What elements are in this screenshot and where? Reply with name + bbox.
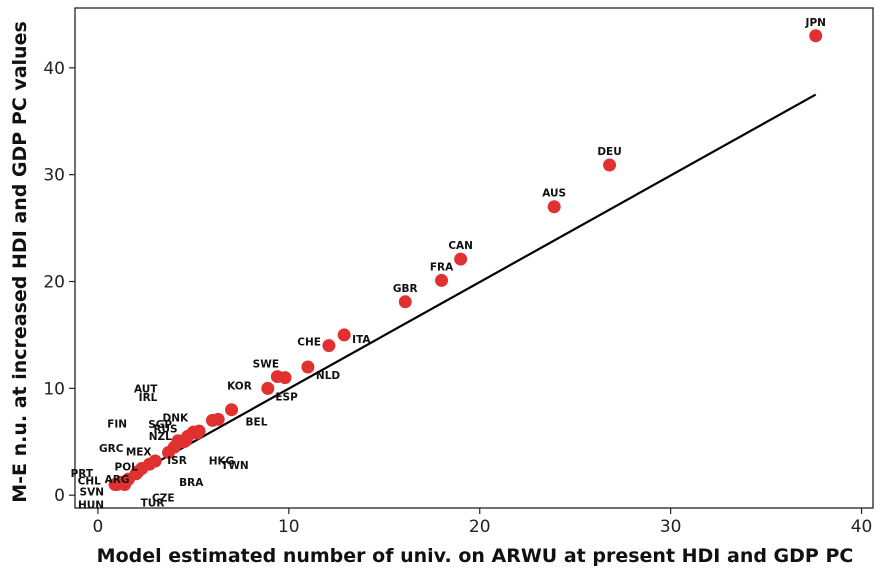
plot-frame: [74, 7, 874, 509]
point-label: JPN: [805, 17, 826, 29]
point-label: ESP: [275, 392, 298, 404]
point-label: RUS: [153, 423, 177, 435]
point-label: MEX: [126, 446, 152, 458]
regression-line: [114, 93, 817, 487]
data-point: [809, 29, 823, 43]
y-axis-title: M-E n.u. at increased HDI and GDP PC val…: [9, 21, 31, 503]
point-label: KOR: [227, 380, 252, 392]
point-label: PRT: [71, 468, 94, 480]
point-label: AUT: [134, 383, 158, 395]
data-point: [398, 295, 412, 309]
point-label: TUR: [141, 497, 165, 509]
y-axis-ticks: 0 10 20 30 40: [43, 59, 75, 506]
point-label: SVN: [80, 486, 104, 498]
point-label: CZE: [152, 493, 175, 505]
data-point: [225, 403, 239, 417]
data-point: [205, 413, 219, 427]
point-label: POL: [115, 461, 139, 473]
point-label: TWN: [221, 460, 249, 472]
point-label: BRA: [179, 477, 204, 489]
y-tick-label: 10: [43, 379, 65, 399]
point-labels: JPN DEU AUS CAN FRA GBR ITA CHE NLD SWE ESP KOR BEL D…: [71, 17, 826, 512]
x-tick-label: 20: [469, 517, 491, 537]
data-point: [301, 360, 315, 374]
x-axis-ticks: 0 10 20 30 40: [92, 508, 872, 537]
data-points: [108, 29, 823, 491]
x-axis-title: Model estimated number of univ. on ARWU …: [97, 545, 854, 567]
point-label: FRA: [430, 261, 454, 273]
point-label: ARG: [105, 474, 130, 486]
point-label: CAN: [448, 240, 473, 252]
data-point: [270, 370, 284, 384]
y-tick-label: 20: [43, 273, 65, 293]
point-label: NZL: [149, 431, 172, 443]
point-label: FIN: [107, 419, 127, 431]
point-label: ITA: [352, 334, 371, 346]
data-point: [322, 339, 336, 353]
point-label: DNK: [163, 412, 190, 424]
point-label: IRL: [139, 392, 158, 404]
data-point: [108, 477, 122, 491]
point-label: CHL: [78, 475, 101, 487]
point-label: HKG: [209, 456, 235, 468]
data-point: [261, 381, 275, 395]
point-label: CHE: [297, 337, 321, 349]
data-point: [547, 200, 561, 214]
point-label: GBR: [393, 283, 418, 295]
point-label: AUS: [542, 188, 566, 200]
data-point: [435, 273, 449, 287]
x-tick-label: 40: [851, 517, 873, 537]
x-tick-label: 10: [278, 517, 300, 537]
point-label: DEU: [597, 146, 621, 158]
data-point: [603, 158, 617, 172]
point-label: NLD: [316, 370, 340, 382]
point-label: SWE: [253, 359, 279, 371]
y-tick-label: 40: [43, 59, 65, 79]
x-tick-label: 0: [92, 517, 103, 537]
point-label: HUN: [78, 499, 104, 511]
x-tick-label: 30: [660, 517, 682, 537]
data-point: [162, 445, 176, 459]
point-label: SGP: [148, 419, 172, 431]
point-label: GRC: [99, 443, 124, 455]
data-point: [337, 328, 351, 342]
y-tick-label: 30: [43, 166, 65, 186]
point-label: ISR: [167, 455, 187, 467]
point-label: BEL: [246, 417, 268, 429]
data-point: [454, 252, 468, 266]
y-tick-label: 0: [54, 486, 65, 506]
